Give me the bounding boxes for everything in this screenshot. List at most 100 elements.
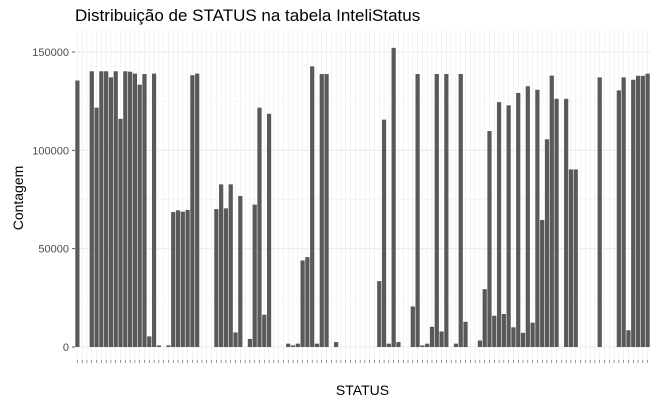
y-tick-label: 0 — [63, 342, 69, 354]
bar — [444, 74, 449, 347]
bar — [549, 75, 554, 347]
bar — [305, 257, 310, 347]
bar — [257, 107, 262, 347]
bar — [214, 209, 219, 347]
bar — [554, 98, 559, 347]
bar — [89, 71, 94, 348]
bar — [501, 313, 506, 347]
bar — [334, 342, 339, 347]
plot-panel — [75, 30, 650, 360]
bar — [377, 281, 382, 347]
bar — [127, 71, 133, 348]
bar — [123, 71, 128, 348]
y-tick-label: 50000 — [38, 244, 69, 256]
bar — [425, 343, 430, 347]
bar — [396, 342, 401, 347]
bar — [496, 102, 502, 348]
bar — [238, 195, 243, 347]
bar — [516, 92, 521, 347]
bar — [108, 77, 114, 348]
bar — [492, 315, 497, 347]
bar — [626, 330, 631, 347]
bar — [410, 306, 415, 347]
bar — [487, 131, 492, 347]
bar — [429, 326, 435, 347]
bar — [621, 77, 626, 348]
bar — [597, 77, 602, 348]
bar — [185, 209, 190, 347]
bar — [564, 98, 569, 347]
bar — [195, 73, 200, 347]
bars — [75, 47, 650, 348]
bar — [132, 73, 138, 347]
bar — [142, 74, 147, 347]
bar — [219, 184, 224, 347]
bar — [420, 345, 425, 347]
bar — [190, 75, 195, 347]
bar — [458, 74, 463, 347]
bar — [573, 169, 578, 347]
bar — [314, 343, 320, 347]
bar — [156, 345, 161, 347]
bar — [118, 118, 123, 347]
bar — [223, 208, 229, 347]
x-axis-ticks — [77, 360, 648, 363]
x-axis-label: STATUS — [335, 382, 390, 398]
bar — [171, 212, 176, 347]
bar — [506, 105, 511, 348]
bar — [635, 75, 641, 348]
bar — [286, 343, 291, 347]
bar — [99, 71, 104, 348]
bar — [228, 184, 233, 347]
bar — [381, 119, 387, 347]
bar — [525, 86, 530, 347]
bar — [180, 211, 185, 347]
bar — [252, 204, 257, 347]
bar — [290, 345, 296, 347]
bar — [262, 314, 267, 347]
y-axis-label: Contagem — [10, 165, 26, 231]
bar — [645, 73, 650, 347]
bar — [535, 89, 540, 347]
bar — [319, 74, 324, 347]
bar — [540, 219, 545, 347]
bar — [300, 260, 305, 347]
y-tick-label: 150000 — [32, 47, 69, 59]
bar — [439, 331, 444, 347]
bar — [324, 74, 329, 347]
bar — [113, 71, 118, 348]
bar — [640, 75, 645, 348]
bar — [75, 80, 80, 348]
bar — [482, 289, 487, 347]
bar — [295, 343, 300, 347]
bar — [386, 343, 391, 347]
bar — [310, 66, 315, 348]
bar — [266, 113, 272, 348]
bar — [544, 139, 550, 347]
bar — [233, 332, 238, 347]
bar — [568, 169, 574, 347]
bar — [147, 336, 152, 347]
bar — [530, 322, 535, 347]
bar — [137, 84, 142, 347]
chart-title: Distribuição de STATUS na tabela InteliS… — [75, 6, 421, 25]
bar — [151, 73, 157, 347]
bar — [520, 332, 526, 347]
y-tick-label: 100000 — [32, 145, 69, 157]
bar — [247, 338, 253, 347]
bar — [94, 107, 99, 347]
bar — [477, 340, 483, 347]
bar — [166, 345, 171, 347]
bar — [175, 210, 181, 347]
bar — [434, 74, 439, 347]
y-axis-ticks: 0 50000 100000 150000 — [32, 47, 75, 354]
bar — [391, 47, 396, 348]
bar — [463, 321, 468, 347]
bar — [415, 74, 420, 347]
bar — [453, 343, 459, 347]
bar — [511, 327, 516, 347]
bar — [104, 71, 109, 348]
bar — [631, 79, 636, 347]
bar — [616, 90, 621, 347]
